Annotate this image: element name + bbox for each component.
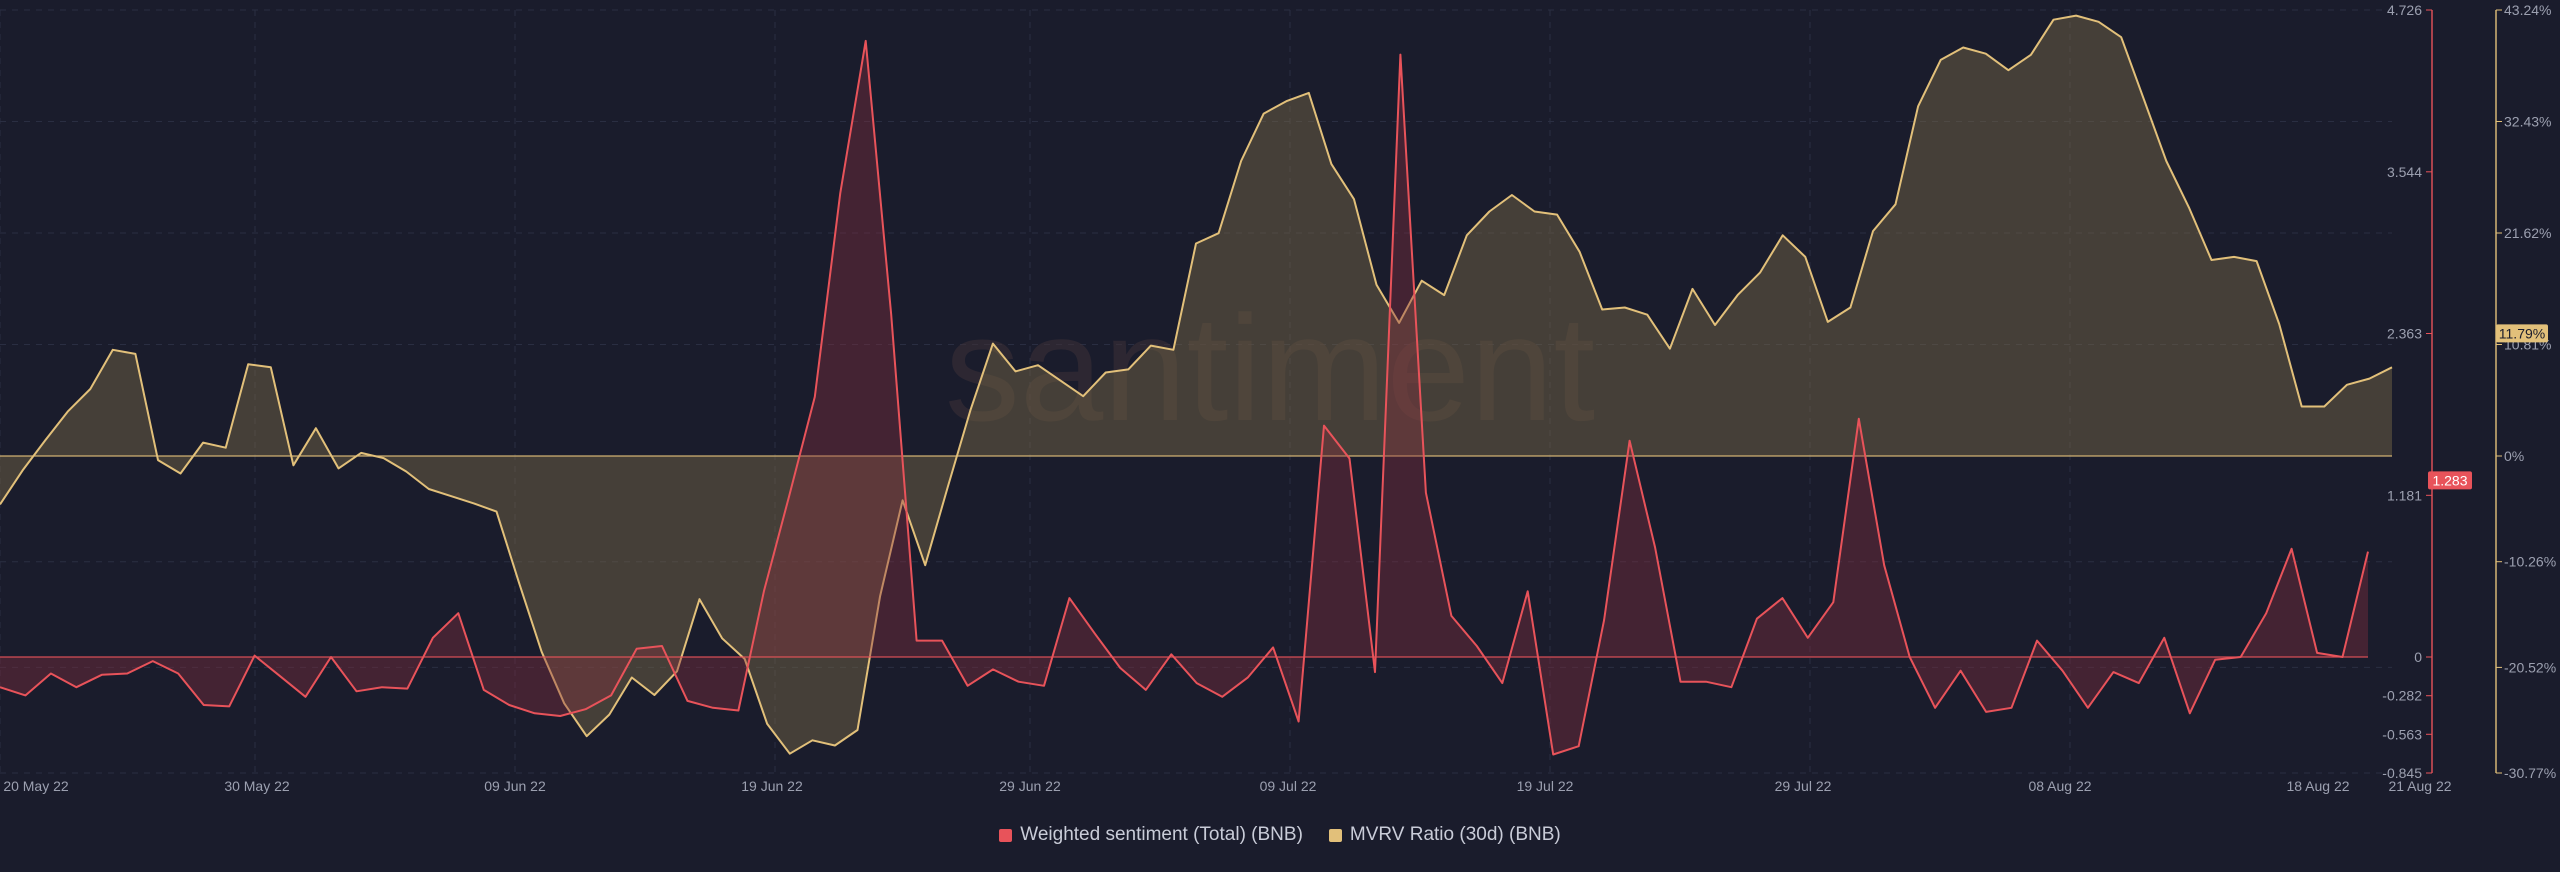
sentiment-axis-tick-label: 4.726 bbox=[2387, 2, 2422, 18]
legend-label-mvrv: MVRV Ratio (30d) (BNB) bbox=[1349, 824, 1561, 845]
legend-item-mvrv[interactable]: MVRV Ratio (30d) (BNB) bbox=[1328, 824, 1561, 846]
series-layer bbox=[0, 14, 2393, 756]
mvrv-last-value: 11.79% bbox=[2499, 325, 2545, 341]
x-axis-labels: 20 May 22 30 May 22 09 Jun 22 19 Jun 22 29 J… bbox=[3, 778, 2451, 794]
sentiment-axis-tick-label: -0.845 bbox=[2382, 765, 2422, 781]
x-axis-label: 08 Aug 22 bbox=[2028, 778, 2091, 794]
legend-label-sentiment: Weighted sentiment (Total) (BNB) bbox=[1020, 824, 1303, 845]
sentiment-last-value-badge bbox=[2428, 471, 2472, 490]
x-axis-label: 20 May 22 bbox=[3, 778, 69, 794]
mvrv-axis-tick-label: -30.77% bbox=[2504, 765, 2556, 781]
watermark: santiment bbox=[945, 284, 1595, 452]
sentiment-axis-tick-label: 0 bbox=[2414, 649, 2422, 665]
legend-swatch-mvrv bbox=[1328, 828, 1342, 842]
x-axis-label: 21 Aug 22 bbox=[2388, 778, 2451, 794]
sentiment-axis-tick-label: 1.181 bbox=[2387, 487, 2422, 503]
sentiment-axis-tick-label: 2.363 bbox=[2387, 326, 2422, 342]
mvrv-axis-tick-label: 0% bbox=[2504, 448, 2524, 464]
x-axis-label: 30 May 22 bbox=[224, 778, 290, 794]
x-axis-label: 19 Jul 22 bbox=[1517, 778, 1574, 794]
mvrv-area bbox=[0, 15, 2392, 754]
x-axis-label: 18 Aug 22 bbox=[2286, 778, 2349, 794]
mvrv-axis-tick-label: 43.24% bbox=[2504, 2, 2551, 18]
axes: 4.726 3.544 2.363 1.181 0 -0.282 -0.563 -0.845 4… bbox=[2382, 2, 2556, 781]
mvrv-axis-tick-label: 32.43% bbox=[2504, 114, 2551, 130]
sentiment-axis-tick-label: -0.563 bbox=[2382, 726, 2422, 742]
mvrv-line bbox=[0, 14, 2393, 755]
sentiment-axis-tick-label: -0.282 bbox=[2382, 688, 2422, 704]
mvrv-axis-tick-label: -20.52% bbox=[2504, 659, 2556, 675]
legend-item-sentiment[interactable]: Weighted sentiment (Total) (BNB) bbox=[999, 824, 1303, 846]
mvrv-axis-tick-label: 21.62% bbox=[2504, 225, 2551, 241]
x-axis-label: 09 Jun 22 bbox=[484, 778, 546, 794]
sentiment-area bbox=[0, 40, 2368, 755]
mvrv-last-value-badge bbox=[2496, 324, 2548, 343]
sentiment-last-value: 1.283 bbox=[2432, 472, 2467, 488]
x-axis-label: 29 Jun 22 bbox=[999, 778, 1061, 794]
legend-swatch-sentiment bbox=[999, 828, 1013, 842]
x-axis-label: 09 Jul 22 bbox=[1260, 778, 1317, 794]
mvrv-axis-tick-label: -10.26% bbox=[2504, 554, 2556, 570]
grid bbox=[0, 9, 2392, 774]
x-axis-label: 19 Jun 22 bbox=[741, 778, 803, 794]
sentiment-line bbox=[0, 39, 2369, 756]
legend: Weighted sentiment (Total) (BNB) MVRV Ra… bbox=[0, 820, 2560, 850]
x-axis-label: 29 Jul 22 bbox=[1775, 778, 1832, 794]
sentiment-axis-tick-label: 3.544 bbox=[2387, 164, 2422, 180]
